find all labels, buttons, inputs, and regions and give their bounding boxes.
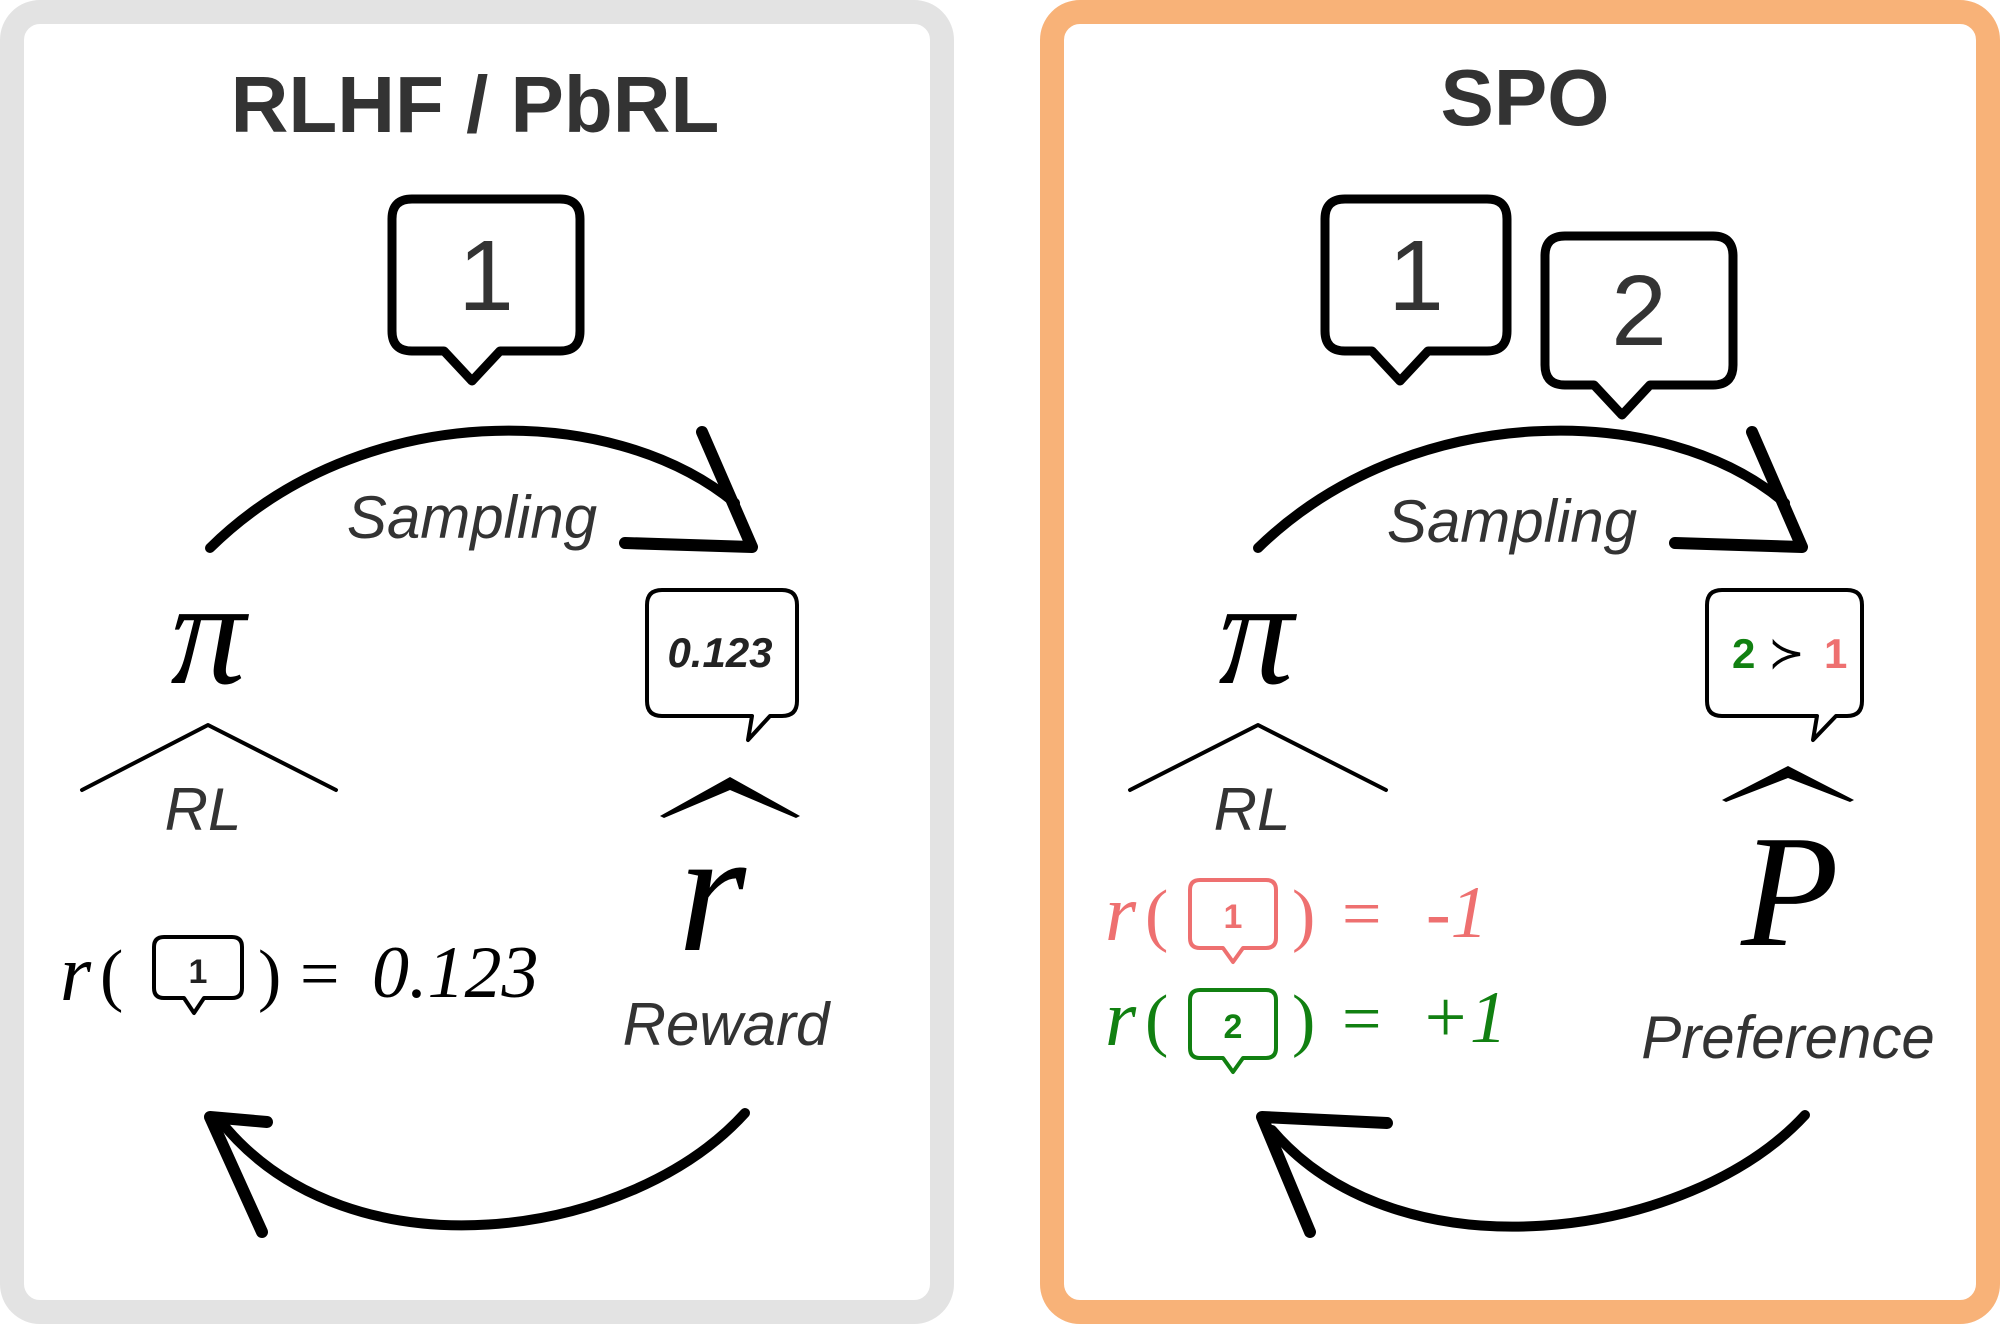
left-rl-bracket: [80, 723, 338, 792]
left-sample-bubble: 1: [387, 194, 585, 386]
right-sample-bubble-2: 2: [1540, 231, 1738, 420]
right-eq2-equals: =: [1342, 981, 1381, 1058]
left-rl-label: RL: [165, 776, 242, 843]
left-reward-label: Reward: [623, 991, 831, 1058]
right-eq1-fn: r: [1105, 870, 1137, 958]
right-eq2-bubble-number: 2: [1224, 1008, 1243, 1046]
right-sample-number-2: 2: [1611, 255, 1667, 367]
left-eq-bubble: 1: [152, 935, 244, 1015]
left-policy-symbol: π: [170, 550, 249, 716]
right-eq1-value: -1: [1426, 872, 1488, 954]
right-preference-label: Preference: [1641, 1004, 1935, 1071]
right-pref-loser: 1: [1824, 630, 1847, 677]
right-eq2-close: ): [1292, 982, 1315, 1059]
left-panel-frame: [0, 0, 954, 1324]
right-update-arrow: [1256, 1110, 1810, 1238]
right-panel-frame: [1040, 0, 2000, 1324]
right-eq2-open: (: [1145, 982, 1168, 1059]
right-rl-label: RL: [1214, 776, 1291, 843]
right-policy-symbol: π: [1218, 550, 1297, 716]
right-eq1-close: ): [1292, 877, 1315, 954]
right-preference-bubble: 2 ≻ 1: [1705, 588, 1864, 742]
right-eq2-value: +1: [1420, 977, 1507, 1059]
right-panel: SPO 1 2 Sampling π RL 2 ≻ 1: [1040, 0, 2000, 1324]
right-pref-operator: ≻: [1768, 629, 1805, 678]
left-reward-bubble: 0.123: [645, 588, 799, 742]
left-eq-fn: r: [60, 930, 92, 1018]
left-reward-equation: r ( 1 ) = 0.123: [60, 930, 539, 1018]
left-sample-number: 1: [458, 220, 514, 332]
right-sampling-label: Sampling: [1387, 488, 1637, 555]
right-sampling-arrow: [1253, 425, 1808, 553]
right-eq2-fn: r: [1105, 975, 1137, 1063]
right-pref-winner: 2: [1732, 630, 1755, 677]
left-eq-equals: =: [300, 936, 339, 1013]
left-reward-symbol: r: [678, 794, 747, 988]
left-eq-close: ): [258, 937, 281, 1014]
right-eq1-equals: =: [1342, 876, 1381, 953]
right-eq2-bubble: 2: [1188, 988, 1278, 1074]
right-sample-number-1: 1: [1388, 220, 1444, 332]
left-panel-title: RLHF / PbRL: [231, 60, 720, 149]
left-update-arrow: [204, 1108, 750, 1238]
left-reward-hat: [660, 777, 800, 818]
right-panel-title: SPO: [1441, 53, 1610, 142]
right-preference-hat: [1722, 766, 1854, 802]
left-sampling-label: Sampling: [347, 484, 597, 551]
right-eq1-bubble: 1: [1188, 878, 1278, 964]
right-eq-1: r ( 1 ) = -1: [1105, 870, 1488, 964]
left-reward-bubble-value: 0.123: [667, 629, 772, 676]
left-eq-bubble-number: 1: [189, 953, 208, 991]
right-rl-bracket: [1128, 723, 1388, 792]
left-sampling-arrow: [205, 425, 758, 553]
left-eq-value: 0.123: [372, 932, 539, 1014]
right-eq1-open: (: [1145, 877, 1168, 954]
right-eq1-bubble-number: 1: [1224, 898, 1243, 936]
right-eq-2: r ( 2 ) = +1: [1105, 975, 1507, 1074]
right-preference-symbol: P: [1740, 802, 1839, 980]
right-sample-bubble-1: 1: [1320, 194, 1512, 386]
left-eq-open: (: [100, 937, 123, 1014]
left-panel: RLHF / PbRL 1 Sampling π RL 0.123 r Rewa…: [0, 0, 954, 1324]
